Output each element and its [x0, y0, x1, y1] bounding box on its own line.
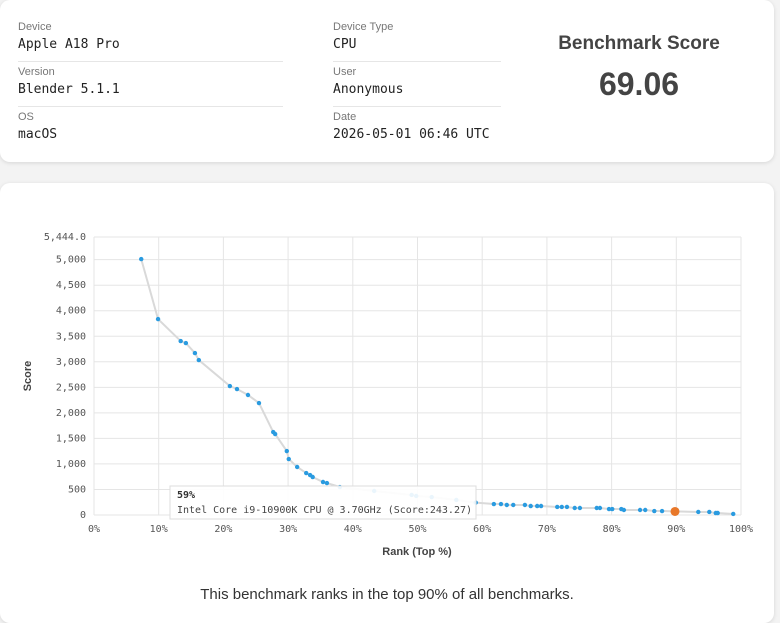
point — [522, 502, 528, 508]
x-tick-label: 30% — [279, 524, 297, 535]
score-title: Benchmark Score — [558, 33, 720, 54]
field-label: User — [333, 66, 357, 78]
highlight-point — [670, 506, 680, 516]
point — [183, 340, 189, 346]
separator — [18, 106, 283, 107]
point — [498, 501, 504, 507]
field-value: 2026-05-01 06:46 UTC — [333, 127, 490, 142]
point — [196, 357, 202, 363]
x-tick-label: 90% — [667, 524, 685, 535]
point — [707, 509, 712, 515]
point — [504, 502, 509, 508]
field-value: Blender 5.1.1 — [18, 82, 120, 97]
point — [310, 474, 315, 480]
separator — [333, 61, 501, 62]
field-value: Anonymous — [333, 82, 404, 97]
field-value: Apple A18 Pro — [18, 37, 120, 52]
y-tick-label: 5,000 — [56, 255, 86, 266]
point — [572, 505, 577, 511]
point — [637, 507, 643, 513]
y-tick-label: 4,000 — [56, 306, 86, 317]
point — [178, 338, 183, 344]
point — [606, 506, 612, 512]
x-tick-label: 50% — [408, 524, 426, 535]
point — [715, 510, 720, 516]
x-tick-label: 80% — [603, 524, 621, 535]
point — [564, 504, 570, 510]
x-tick-label: 10% — [150, 524, 168, 535]
x-tick-label: 20% — [214, 524, 232, 535]
point — [320, 479, 326, 485]
point — [643, 507, 648, 513]
y-tick-label: 1,000 — [56, 459, 86, 470]
point — [294, 464, 300, 470]
y-tick-label: 1,500 — [56, 433, 86, 444]
point — [491, 501, 497, 507]
point — [621, 507, 627, 513]
y-tick-label: 0 — [80, 510, 86, 521]
x-tick-label: 60% — [473, 524, 491, 535]
y-tick-label: 3,000 — [56, 357, 86, 368]
chart-card: Score Rank (Top %) This benchmark ranks … — [0, 183, 774, 623]
y-tick-label: 4,500 — [56, 280, 86, 291]
point — [155, 316, 161, 322]
y-tick-label: 2,500 — [56, 382, 86, 393]
field-label: OS — [18, 111, 34, 123]
point — [234, 386, 240, 392]
field-value: CPU — [333, 37, 357, 52]
point — [597, 505, 603, 511]
tooltip: 59% Intel Core i9-10900K CPU @ 3.70GHz (S… — [169, 485, 477, 520]
field-label: Version — [18, 66, 55, 78]
x-tick-label: 40% — [344, 524, 362, 535]
y-tick-label: 3,500 — [56, 331, 86, 342]
x-tick-label: 100% — [729, 524, 753, 535]
point — [528, 503, 533, 509]
y-tick-label: 5,444.0 — [44, 232, 86, 243]
point — [304, 470, 309, 476]
point — [538, 503, 544, 509]
x-tick-label: 0% — [88, 524, 100, 535]
separator — [18, 61, 283, 62]
summary-card: Device Apple A18 Pro Version Blender 5.1… — [0, 0, 774, 162]
tooltip-title: 59% — [177, 490, 195, 501]
chart: Score Rank (Top %) This benchmark ranks … — [22, 232, 753, 603]
point — [696, 509, 701, 515]
point — [286, 456, 291, 462]
x-axis-title: Rank (Top %) — [382, 546, 452, 558]
caption: This benchmark ranks in the top 90% of a… — [200, 586, 574, 603]
field-value: macOS — [18, 127, 58, 142]
score-value: 69.06 — [598, 66, 680, 102]
point — [555, 504, 560, 510]
point — [610, 506, 615, 512]
point — [227, 383, 233, 389]
point — [272, 431, 278, 437]
point — [139, 256, 144, 262]
point — [284, 448, 290, 454]
point — [534, 503, 540, 509]
field-label: Device Type — [333, 21, 394, 33]
field-label: Date — [333, 111, 357, 123]
point — [511, 502, 516, 508]
x-tick-label: 70% — [538, 524, 556, 535]
point — [731, 511, 736, 517]
separator — [333, 106, 501, 107]
point — [245, 392, 251, 398]
point — [192, 350, 198, 356]
point — [324, 480, 330, 486]
y-tick-label: 500 — [68, 484, 86, 495]
y-tick-label: 2,000 — [56, 408, 86, 419]
tooltip-text: Intel Core i9-10900K CPU @ 3.70GHz (Scor… — [177, 505, 472, 516]
point — [256, 400, 262, 406]
y-axis-title: Score — [22, 361, 34, 392]
point — [652, 508, 657, 514]
point — [559, 504, 564, 510]
point — [577, 505, 583, 511]
point — [594, 505, 599, 511]
field-label: Device — [18, 21, 52, 33]
point — [659, 508, 665, 514]
tooltip-box — [169, 485, 477, 520]
